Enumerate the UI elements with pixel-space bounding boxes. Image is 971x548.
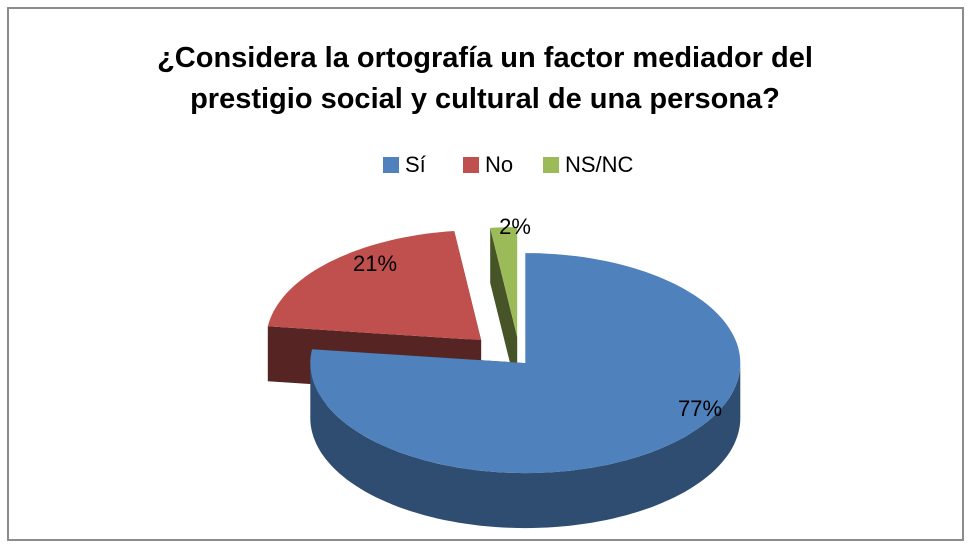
legend-swatch	[543, 157, 559, 173]
legend-swatch	[463, 157, 479, 173]
legend-swatch	[383, 157, 399, 173]
slice-side	[310, 363, 741, 529]
legend-label: NS/NC	[565, 152, 634, 177]
slice	[310, 253, 741, 474]
slice	[490, 227, 518, 337]
legend-label: No	[485, 152, 513, 177]
data-label: 2%	[499, 214, 531, 239]
data-label: 77%	[678, 396, 722, 421]
data-label: 21%	[353, 251, 397, 276]
chart-title: ¿Considera la ortografía un factor media…	[157, 42, 813, 115]
slice	[267, 231, 482, 341]
legend-label: Sí	[405, 152, 426, 177]
slice-wall	[490, 227, 518, 392]
